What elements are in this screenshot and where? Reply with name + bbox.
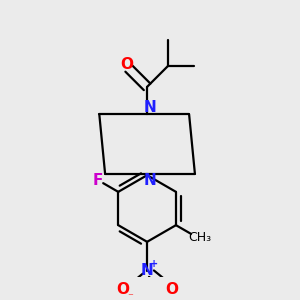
Text: F: F	[93, 173, 104, 188]
Text: O: O	[165, 282, 178, 297]
Text: ⁻: ⁻	[128, 292, 134, 300]
Text: +: +	[150, 260, 158, 269]
Text: O: O	[121, 57, 134, 72]
Text: N: N	[144, 100, 156, 115]
Text: CH₃: CH₃	[188, 231, 211, 244]
Text: O: O	[116, 282, 129, 297]
Text: N: N	[144, 173, 156, 188]
Text: N: N	[141, 263, 154, 278]
